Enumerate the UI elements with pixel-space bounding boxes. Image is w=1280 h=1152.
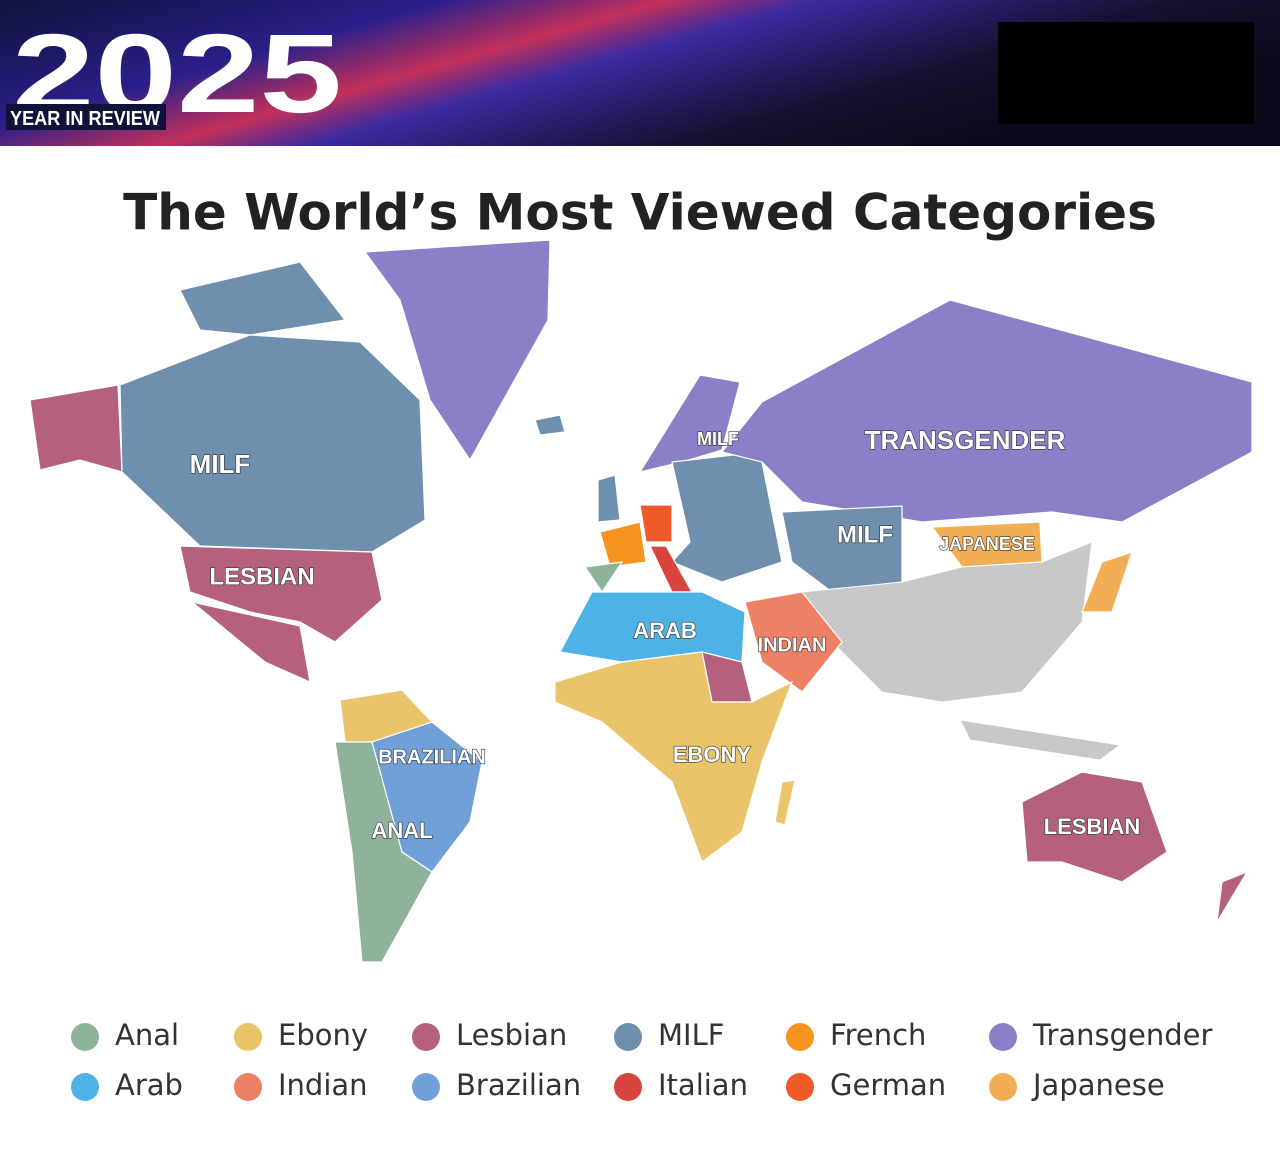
map-labels: MILF LESBIAN BRAZILIAN ANAL MILF TRANSGENDER M… [189, 424, 1141, 843]
legend-swatch [71, 1023, 99, 1051]
legend-label: Anal [115, 1018, 179, 1052]
usa [179, 545, 383, 643]
greenland [363, 239, 551, 462]
japan [1081, 551, 1133, 613]
map-label: JAPANESE [939, 534, 1035, 554]
map-label: MILF [697, 429, 739, 449]
legend-swatch [412, 1073, 440, 1101]
legend-label: German [830, 1068, 946, 1102]
other-asia [801, 541, 1093, 703]
russia [720, 299, 1253, 523]
legend-label: French [830, 1018, 926, 1052]
map-label: INDIAN [758, 634, 827, 656]
sub-saharan-africa [554, 651, 794, 863]
arctic-islands [179, 261, 347, 336]
canada [119, 334, 426, 553]
legend-swatch [786, 1023, 814, 1051]
mexico [191, 601, 311, 684]
map-label: BRAZILIAN [378, 746, 486, 768]
redacted-box [998, 22, 1254, 124]
alaska [29, 384, 123, 473]
indonesia [959, 719, 1122, 761]
southern-andes [334, 741, 433, 963]
legend-swatch [71, 1073, 99, 1101]
map-label: MILF [837, 521, 893, 548]
legend-label: Italian [658, 1068, 748, 1102]
legend-label: Lesbian [456, 1018, 567, 1052]
title: The World’s Most Viewed Categories [123, 184, 1157, 242]
legend-swatch [989, 1073, 1017, 1101]
germany [639, 504, 673, 543]
map-label: EBONY [673, 742, 752, 767]
legend-label: MILF [658, 1018, 724, 1052]
map-label: MILF [190, 449, 251, 479]
legend-label: Ebony [278, 1018, 368, 1052]
legend-label: Brazilian [456, 1068, 581, 1102]
legend-label: Arab [115, 1068, 183, 1102]
map-label: LESBIAN [209, 563, 314, 590]
arabia [744, 591, 843, 693]
legend-swatch [614, 1073, 642, 1101]
map-label: ARAB [633, 618, 697, 643]
map-label: LESBIAN [1044, 814, 1141, 839]
france [599, 521, 647, 568]
legend-swatch [786, 1073, 814, 1101]
subtitle-bg [6, 104, 166, 130]
legend-label: Transgender [1032, 1018, 1213, 1052]
header-subtitle: YEAR IN REVIEW [10, 108, 160, 130]
legend: Anal Ebony Lesbian MILF French Transgender Ara… [71, 1018, 1213, 1102]
map-label: ANAL [371, 818, 432, 843]
legend-swatch [412, 1023, 440, 1051]
world-map [29, 239, 1253, 963]
uk [597, 474, 621, 523]
iceland [534, 414, 566, 436]
header: 2025 YEAR IN REVIEW [0, 0, 1280, 146]
madagascar [774, 779, 796, 826]
new-zealand [1216, 870, 1249, 923]
legend-swatch [234, 1073, 262, 1101]
legend-label: Japanese [1031, 1068, 1165, 1102]
map-label: TRANSGENDER [865, 425, 1066, 455]
legend-label: Indian [278, 1068, 368, 1102]
europe [670, 451, 783, 583]
central-asia [781, 505, 903, 593]
morocco [583, 561, 624, 594]
legend-swatch [614, 1023, 642, 1051]
legend-swatch [989, 1023, 1017, 1051]
australia [1021, 771, 1168, 883]
legend-swatch [234, 1023, 262, 1051]
